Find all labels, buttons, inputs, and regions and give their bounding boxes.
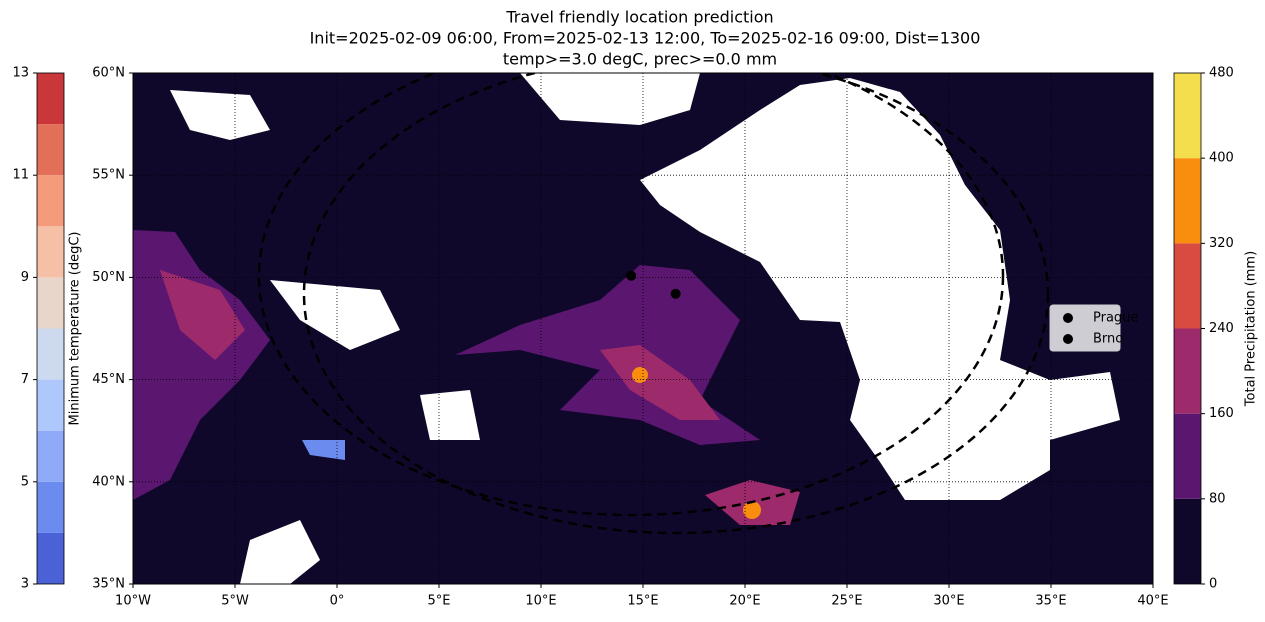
no-data-area (270, 280, 400, 350)
colorbar-tick-label: 160 (1209, 406, 1234, 421)
no-data-area (520, 73, 700, 125)
colorbar-tick-label: 400 (1209, 151, 1234, 166)
colorbar-segment (37, 481, 64, 533)
x-tick-label: 10°E (525, 594, 556, 609)
colorbar-tick-label: 80 (1209, 491, 1226, 506)
no-data-area (240, 520, 320, 584)
colorbar-segment (1174, 413, 1201, 499)
y-tick-label: 60°N (92, 66, 125, 81)
colorbar-segment (37, 532, 64, 584)
no-data-area (170, 90, 270, 140)
x-tick-label: 25°E (831, 594, 862, 609)
x-tick-label: 15°E (627, 594, 658, 609)
x-tick-label: 35°E (1035, 594, 1066, 609)
map-area (133, 73, 1153, 584)
colorbar-segment (1174, 158, 1201, 244)
colorbar-segment (1174, 73, 1201, 159)
x-tick-label: 30°E (933, 594, 964, 609)
colorbar-label: Minimum temperature (degC) (68, 232, 83, 426)
colorbar-segment (1174, 328, 1201, 414)
legend-marker (1063, 334, 1073, 344)
colorbar-segment (37, 124, 64, 176)
distance-circle (302, 73, 1050, 535)
colorbar-tick-label: 5 (21, 474, 29, 489)
colorbar-tick-label: 3 (21, 577, 29, 592)
colorbar-segment (37, 73, 64, 125)
colorbar-segment (37, 328, 64, 380)
no-data-area (640, 78, 1120, 500)
y-tick-label: 35°N (92, 577, 125, 592)
legend-label: Prague (1093, 311, 1138, 326)
distance-circle (257, 73, 1005, 517)
y-tick-label: 55°N (92, 168, 125, 183)
city-marker (626, 270, 637, 281)
colorbar-segment (37, 379, 64, 431)
temperature-area (302, 440, 345, 460)
x-tick-label: 40°E (1137, 594, 1168, 609)
x-tick-label: 10°W (115, 594, 151, 609)
y-tick-label: 50°N (92, 270, 125, 285)
chart-title: Travel friendly location prediction (505, 8, 773, 27)
precip-area (632, 367, 648, 383)
precip-area (160, 270, 245, 360)
colorbar-tick-label: 11 (12, 168, 29, 183)
chart-subtitle: temp>=3.0 degC, prec>=0.0 mm (503, 50, 777, 69)
colorbar-segment (37, 277, 64, 329)
precip-area (133, 230, 270, 500)
x-tick-label: 0° (330, 594, 345, 609)
legend: Prague Brno (1049, 304, 1138, 352)
colorbar-segment (37, 430, 64, 482)
precip-area (743, 501, 761, 519)
colorbar-segment (37, 175, 64, 227)
x-tick-label: 20°E (729, 594, 760, 609)
x-tick-label: 5°E (428, 594, 451, 609)
x-tick-label: 5°W (221, 594, 249, 609)
y-tick-label: 45°N (92, 372, 125, 387)
colorbar-segment (1174, 498, 1201, 584)
colorbar-tick-label: 9 (21, 270, 29, 285)
colorbar-segment (37, 226, 64, 278)
colorbar-tick-label: 13 (12, 66, 29, 81)
legend-marker (1063, 313, 1073, 323)
no-data-area (420, 390, 480, 440)
colorbar-label: Total Precipitation (mm) (1244, 251, 1259, 407)
colorbar-tick-label: 0 (1209, 577, 1217, 592)
colorbar-tick-label: 320 (1209, 236, 1234, 251)
city-marker (670, 288, 681, 299)
colorbar-frame (36, 72, 65, 585)
colorbar-tick-label: 240 (1209, 321, 1234, 336)
colorbar-tick-label: 7 (21, 372, 29, 387)
precip-area (600, 345, 720, 420)
legend-label: Brno (1093, 332, 1123, 347)
colorbar-segment (1174, 243, 1201, 329)
chart-subtitle: Init=2025-02-09 06:00, From=2025-02-13 1… (310, 29, 981, 48)
y-tick-label: 40°N (92, 474, 125, 489)
colorbar-tick-label: 480 (1209, 66, 1234, 81)
